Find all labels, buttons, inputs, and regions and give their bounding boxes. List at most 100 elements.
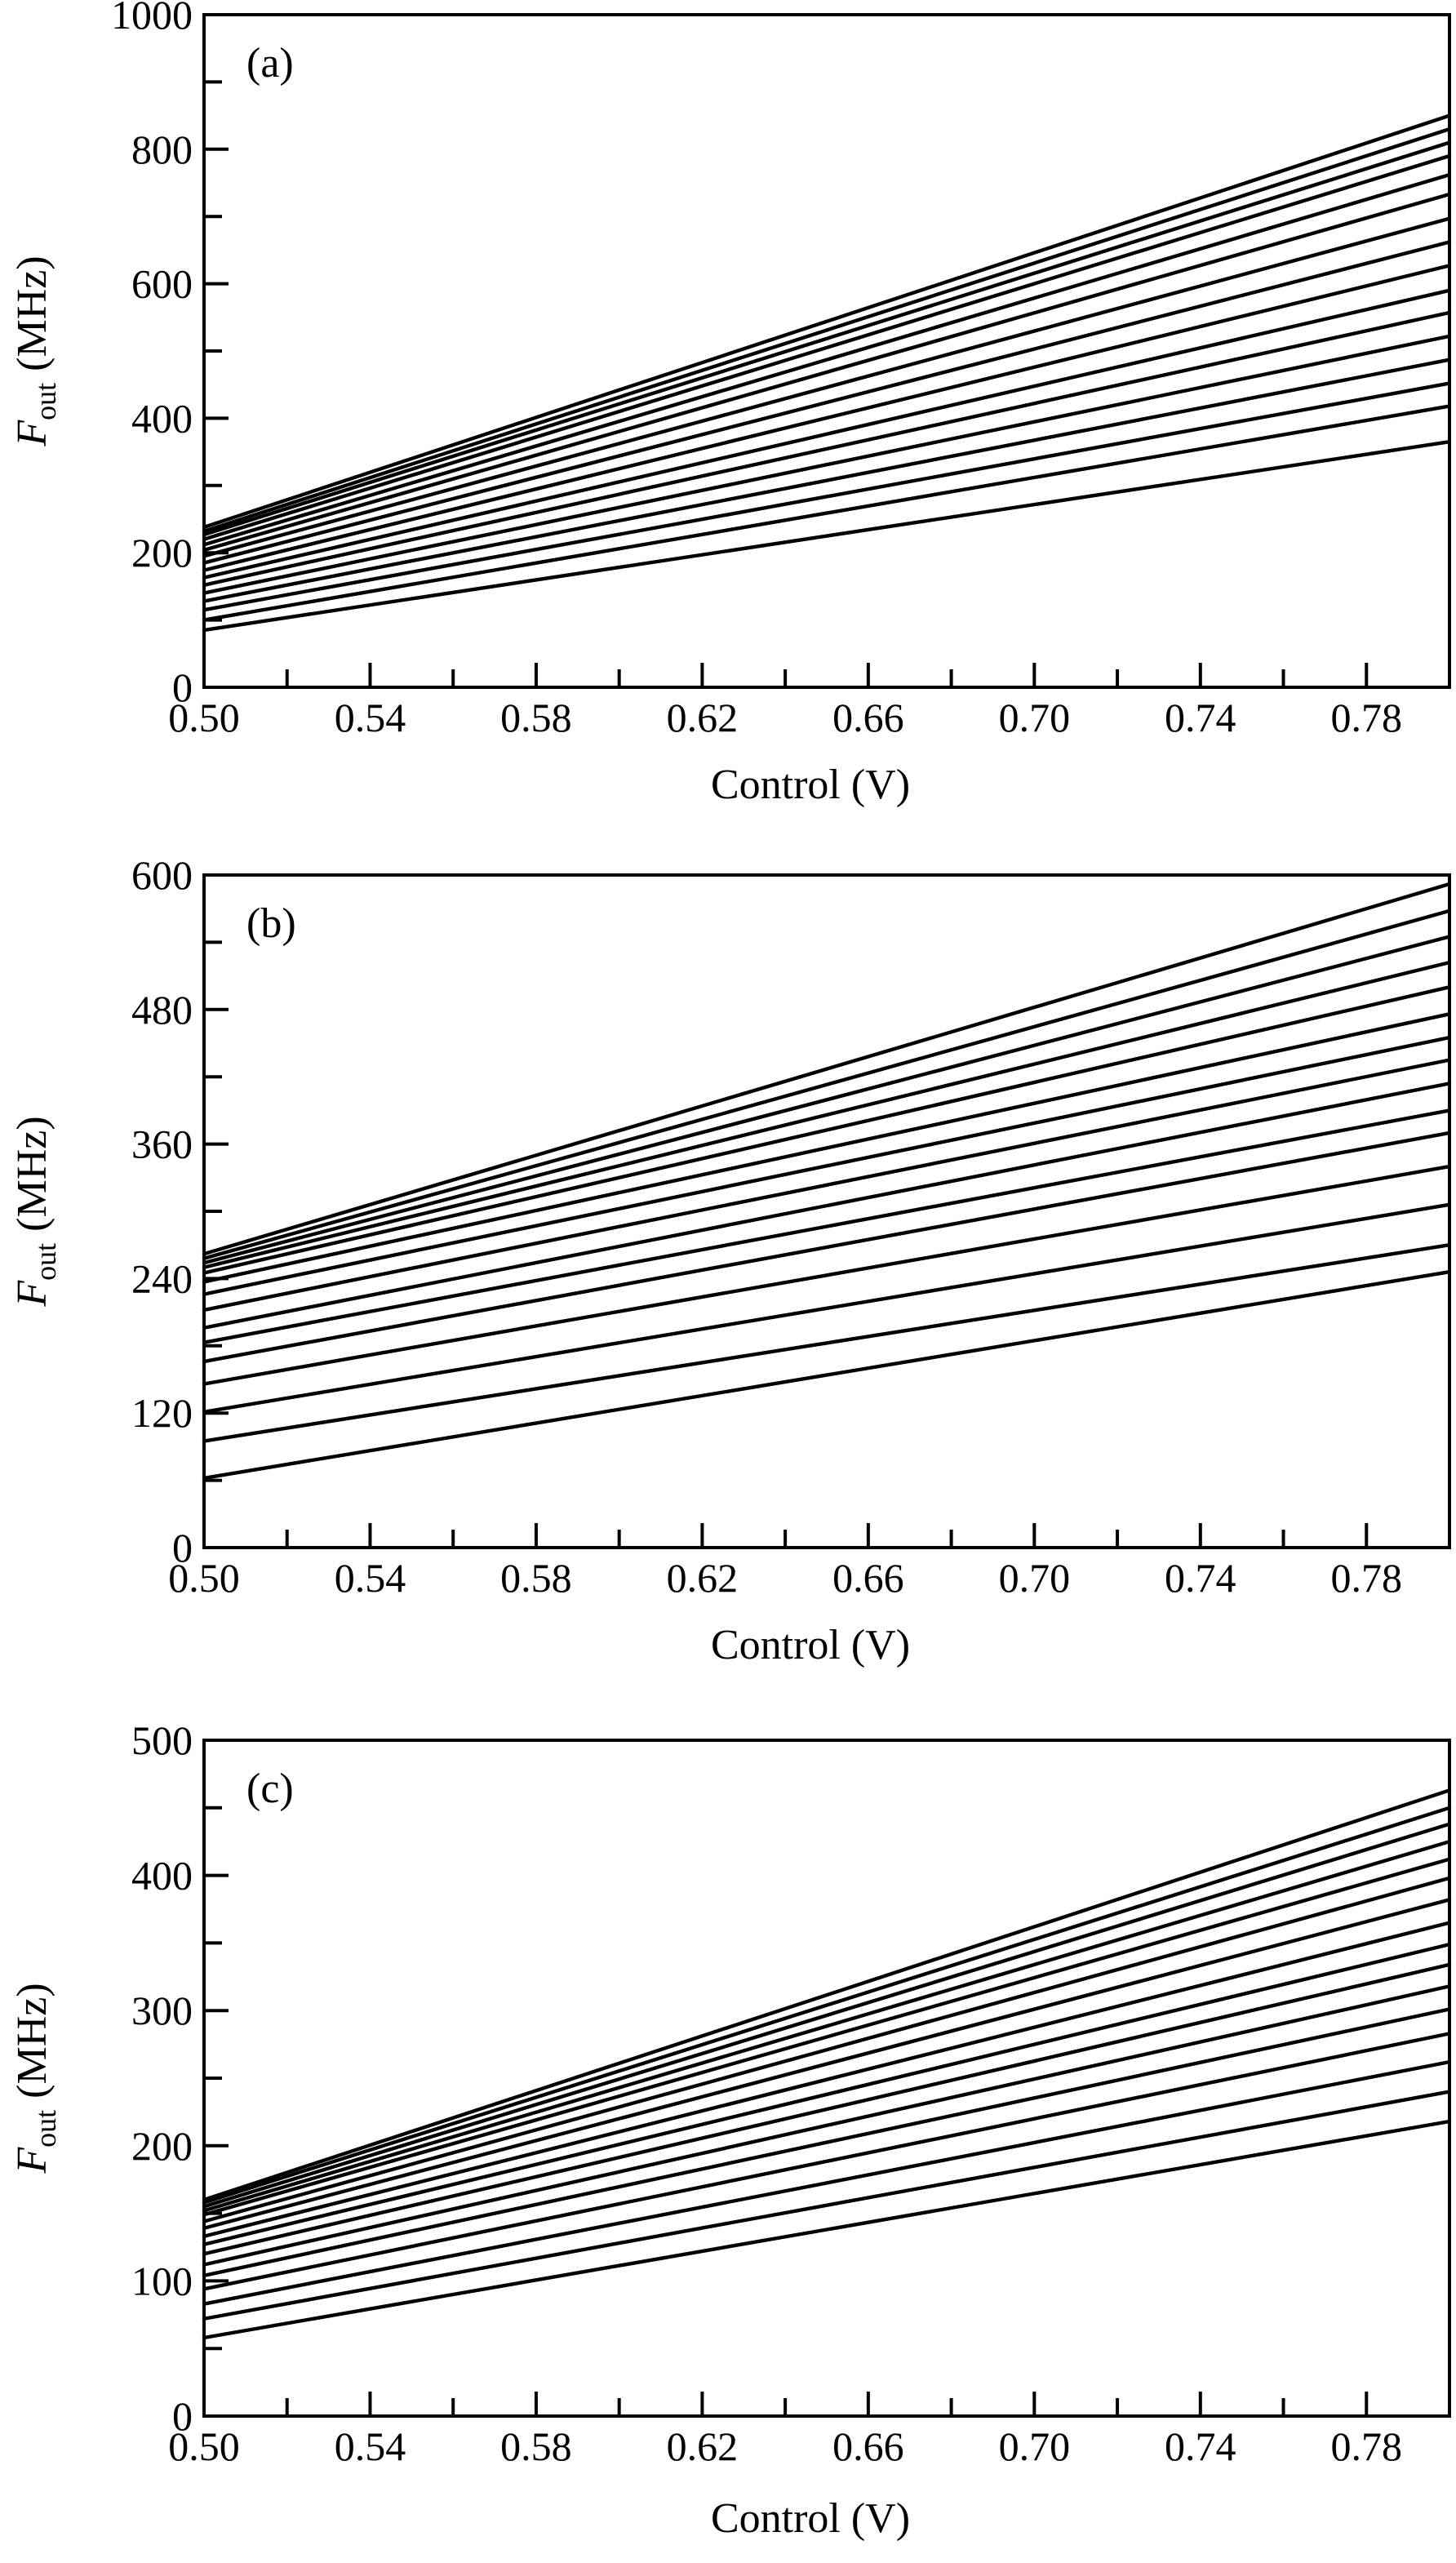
y-tick-label: 100 [131, 2258, 193, 2303]
series-line-1 [202, 2119, 1452, 2340]
series-line-1 [202, 440, 1452, 633]
y-tick-label: 600 [131, 261, 193, 307]
x-tick-label: 0.62 [667, 2423, 739, 2469]
x-tick-label: 0.70 [999, 2423, 1071, 2469]
series-line-11 [202, 192, 1452, 553]
y-axis-title: Fout (MHz) [9, 1116, 62, 1307]
y-tick-label: 200 [131, 2123, 193, 2169]
y-axis-title-main: F [9, 2147, 55, 2174]
x-tick-label: 0.70 [999, 1555, 1071, 1601]
x-tick-label: 0.50 [168, 695, 240, 740]
series-line-8 [202, 1942, 1452, 2246]
series-line-16 [202, 1788, 1452, 2202]
series-line-4 [202, 1164, 1452, 1386]
series-line-1 [202, 1269, 1452, 1481]
x-tick-label: 0.78 [1331, 1555, 1403, 1601]
series-line-9 [202, 1035, 1452, 1296]
x-tick-label: 0.62 [667, 695, 739, 740]
x-axis-title: Control (V) [711, 2495, 910, 2542]
series-line-11 [202, 985, 1452, 1275]
series-line-7 [202, 288, 1452, 580]
y-tick-label: 0 [172, 2393, 193, 2439]
y-axis-title: Fout (MHz) [9, 1983, 62, 2174]
x-tick-label: 0.54 [335, 695, 406, 740]
series-line-9 [202, 240, 1452, 565]
y-axis-title-main: F [9, 1280, 55, 1308]
series-line-15 [202, 1806, 1452, 2205]
series-line-8 [202, 1058, 1452, 1313]
series-line-3 [202, 1202, 1452, 1415]
series-line-5 [202, 2007, 1452, 2278]
y-tick-label: 240 [131, 1255, 193, 1301]
series-line-15 [202, 882, 1452, 1256]
x-tick-label: 0.70 [999, 695, 1071, 740]
series-line-3 [202, 381, 1452, 612]
y-tick-label: 200 [131, 530, 193, 575]
x-tick-label: 0.78 [1331, 695, 1403, 740]
x-tick-label: 0.58 [500, 695, 572, 740]
y-axis-title-main: F [9, 420, 55, 447]
y-axis-title-unit: (MHz) [9, 1983, 55, 2099]
y-axis-title-unit: (MHz) [9, 1116, 55, 1232]
y-tick-label: 0 [172, 1525, 193, 1570]
series-line-15 [202, 127, 1452, 533]
panel-label: (b) [246, 900, 296, 947]
series-line-12 [202, 172, 1452, 547]
series-line-5 [202, 1130, 1452, 1364]
series-line-12 [202, 1857, 1452, 2217]
series-line-6 [202, 310, 1452, 587]
series-line-3 [202, 2059, 1452, 2306]
y-tick-label: 480 [131, 987, 193, 1033]
x-tick-label: 0.58 [500, 1555, 572, 1601]
y-tick-label: 400 [131, 1853, 193, 1899]
series-line-13 [202, 153, 1452, 541]
series-line-16 [202, 113, 1452, 530]
series-line-7 [202, 1082, 1452, 1330]
series-line-11 [202, 1876, 1452, 2223]
series-line-14 [202, 1822, 1452, 2209]
x-axis-title: Control (V) [711, 762, 910, 808]
panel-a: 0.50 0.54 0.58 0.62 0.66 0.70 0.74 0.78 0 200 400 6… [9, 0, 1452, 808]
series-line-14 [202, 908, 1452, 1260]
x-tick-label: 0.74 [1165, 695, 1236, 740]
y-tick-label: 500 [131, 1717, 193, 1763]
series-line-7 [202, 1962, 1452, 2256]
series-line-10 [202, 1012, 1452, 1284]
x-tick-label: 0.50 [168, 1555, 240, 1601]
series-line-12 [202, 960, 1452, 1269]
y-tick-label: 120 [131, 1390, 193, 1436]
y-axis-title: Fout (MHz) [9, 255, 62, 446]
y-tick-label: 360 [131, 1122, 193, 1167]
y-tick-label: 1000 [111, 0, 193, 38]
series-line-8 [202, 264, 1452, 572]
series-line-14 [202, 140, 1452, 537]
x-tick-label: 0.74 [1165, 2423, 1236, 2469]
x-tick-label: 0.66 [832, 1555, 904, 1601]
series-line-10 [202, 216, 1452, 558]
y-tick-label: 300 [131, 1988, 193, 2033]
x-tick-label: 0.74 [1165, 1555, 1236, 1601]
series-line-9 [202, 1921, 1452, 2239]
y-axis-title-subscript: out [29, 383, 62, 420]
series-line-13 [202, 1839, 1452, 2213]
x-tick-label: 0.50 [168, 2423, 240, 2469]
series-line-2 [202, 2090, 1452, 2321]
x-tick-label: 0.54 [335, 1555, 406, 1601]
series-line-4 [202, 2032, 1452, 2291]
x-tick-label: 0.66 [832, 695, 904, 740]
x-tick-label: 0.78 [1331, 2423, 1403, 2469]
x-tick-label: 0.62 [667, 1555, 739, 1601]
series-line-10 [202, 1898, 1452, 2231]
series-line-4 [202, 358, 1452, 603]
x-tick-label: 0.66 [832, 2423, 904, 2469]
y-axis-title-subscript: out [29, 1243, 62, 1281]
panel-c: 0.50 0.54 0.58 0.62 0.66 0.70 0.74 0.78 0 100 200 3… [9, 1717, 1452, 2542]
panel-b: 0.50 0.54 0.58 0.62 0.66 0.70 0.74 0.78 0 120 240 3… [9, 852, 1452, 1668]
y-axis-title-unit: (MHz) [9, 255, 55, 371]
series-line-6 [202, 1984, 1452, 2267]
y-tick-label: 800 [131, 127, 193, 172]
x-axis-title: Control (V) [711, 1622, 910, 1668]
y-tick-label: 0 [172, 664, 193, 710]
y-tick-label: 400 [131, 395, 193, 441]
panel-label: (a) [246, 40, 294, 87]
